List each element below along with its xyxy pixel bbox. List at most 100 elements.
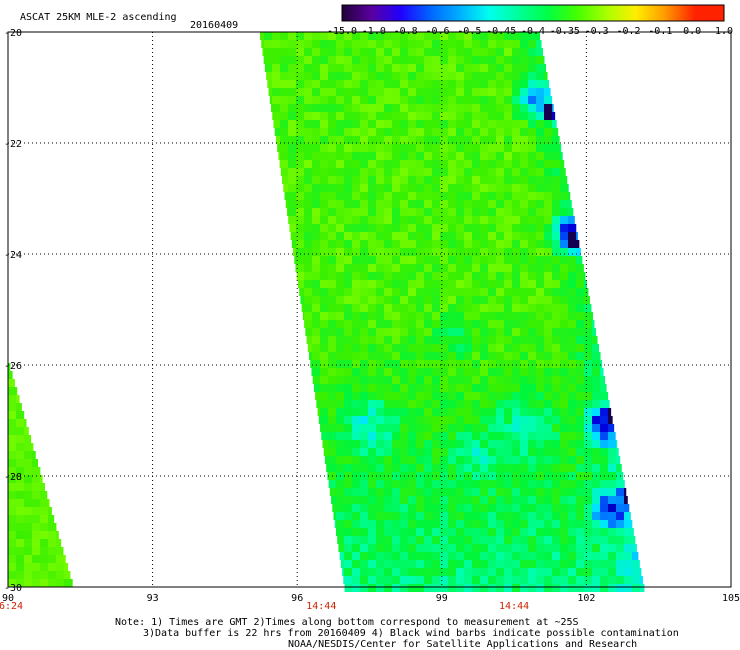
swath-cell bbox=[520, 584, 528, 592]
swath-cell bbox=[384, 384, 392, 392]
swath-cell bbox=[464, 392, 472, 400]
swath-cell bbox=[584, 536, 592, 544]
swath-cell bbox=[464, 328, 472, 336]
swath-cell bbox=[384, 448, 392, 456]
swath-cell bbox=[608, 536, 616, 544]
swath-cell bbox=[264, 64, 273, 72]
swath-cell bbox=[400, 520, 408, 528]
swath-cell bbox=[448, 160, 456, 168]
swath-cell bbox=[488, 208, 496, 216]
swath-cell bbox=[296, 48, 304, 56]
swath-cell bbox=[384, 568, 392, 576]
swath-cell bbox=[376, 400, 384, 408]
swath-cell bbox=[496, 240, 504, 248]
swath-cell bbox=[576, 448, 584, 456]
swath-cell bbox=[360, 184, 368, 192]
swath-cell bbox=[552, 520, 560, 528]
swath-cell bbox=[32, 539, 40, 547]
swath-cell bbox=[528, 360, 536, 368]
swath-cell bbox=[552, 552, 560, 560]
swath-cell bbox=[584, 464, 592, 472]
swath-cell bbox=[264, 40, 272, 48]
swath-cell bbox=[472, 136, 480, 144]
swath-cell bbox=[400, 400, 408, 408]
swath-cell bbox=[584, 328, 592, 336]
swath-cell bbox=[560, 464, 568, 472]
swath-cell bbox=[328, 160, 336, 168]
swath-cell bbox=[464, 104, 472, 112]
swath-cell bbox=[288, 40, 296, 48]
swath-cell bbox=[592, 392, 600, 400]
swath-cell bbox=[272, 64, 280, 72]
swath-cell bbox=[480, 264, 488, 272]
swath-cell bbox=[392, 408, 400, 416]
swath-cell bbox=[488, 304, 496, 312]
swath-cell bbox=[344, 264, 352, 272]
note-line-2: 3)Data buffer is 22 hrs from 20160409 4)… bbox=[143, 628, 679, 639]
swath-cell bbox=[408, 96, 416, 104]
colorbar-frame bbox=[341, 4, 725, 22]
swath-cell bbox=[536, 248, 544, 256]
swath-cell bbox=[24, 483, 32, 491]
swath-cell bbox=[32, 451, 36, 459]
swath-cell bbox=[440, 464, 448, 472]
swath-cell bbox=[336, 464, 344, 472]
swath-cell bbox=[408, 248, 416, 256]
swath-cell bbox=[472, 568, 480, 576]
swath-cell bbox=[616, 568, 624, 576]
swath-cell bbox=[472, 208, 480, 216]
swath-cell bbox=[16, 531, 24, 539]
swath-cell bbox=[320, 224, 328, 232]
swath-cell bbox=[424, 488, 432, 496]
swath-cell bbox=[384, 280, 392, 288]
swath-cell bbox=[360, 88, 368, 96]
swath-cell bbox=[376, 48, 384, 56]
swath-cell bbox=[24, 523, 32, 531]
swath-cell bbox=[448, 568, 456, 576]
swath-cell bbox=[32, 579, 40, 587]
swath-cell bbox=[464, 456, 472, 464]
swath-cell bbox=[480, 72, 488, 80]
swath-cell bbox=[568, 432, 576, 440]
swath-cell bbox=[424, 88, 432, 96]
swath-cell bbox=[432, 248, 440, 256]
swath-cell bbox=[560, 264, 568, 272]
swath-cell bbox=[488, 376, 496, 384]
swath-cell bbox=[528, 480, 536, 488]
swath-cell bbox=[480, 64, 488, 72]
swath-cell bbox=[344, 176, 352, 184]
swath-cell bbox=[16, 579, 24, 587]
swath-cell bbox=[528, 384, 536, 392]
swath-cell bbox=[352, 376, 360, 384]
swath-cell bbox=[40, 571, 48, 579]
swath-cell bbox=[344, 160, 352, 168]
swath-cell bbox=[48, 523, 56, 531]
swath-cell bbox=[368, 360, 376, 368]
swath-cell bbox=[416, 112, 424, 120]
swath-cell bbox=[536, 440, 544, 448]
swath-cell bbox=[472, 80, 480, 88]
swath-cell bbox=[504, 344, 512, 352]
swath-cell bbox=[352, 512, 360, 520]
swath-cell bbox=[456, 456, 464, 464]
swath-cell bbox=[552, 360, 560, 368]
swath-cell bbox=[304, 144, 312, 152]
swath-cell bbox=[352, 360, 360, 368]
swath-cell bbox=[384, 312, 392, 320]
swath-cell bbox=[608, 552, 616, 560]
swath-cell bbox=[328, 328, 336, 336]
swath-cell bbox=[392, 264, 400, 272]
swath-cell bbox=[32, 491, 40, 499]
swath-cell bbox=[520, 504, 528, 512]
swath-cell bbox=[448, 552, 456, 560]
swath-cell bbox=[440, 568, 448, 576]
swath-cell bbox=[480, 248, 488, 256]
swath-cell bbox=[488, 424, 496, 432]
swath-cell bbox=[496, 160, 504, 168]
swath-cell bbox=[480, 512, 488, 520]
swath-cell bbox=[320, 232, 328, 240]
swath-cell bbox=[576, 352, 584, 360]
swath-cell bbox=[384, 56, 392, 64]
swath-cell bbox=[8, 515, 16, 523]
swath-cell bbox=[376, 232, 384, 240]
